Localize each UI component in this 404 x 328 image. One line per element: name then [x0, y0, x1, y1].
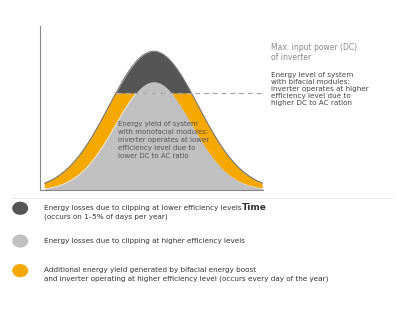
Text: Energy level of system
with bifacial modules:
inverter operates at higher
effici: Energy level of system with bifacial mod… — [271, 72, 368, 106]
Text: Max. input power (DC)
of inverter: Max. input power (DC) of inverter — [271, 43, 357, 62]
Text: Additional energy yield generated by bifacial energy boost
and inverter operatin: Additional energy yield generated by bif… — [44, 267, 329, 282]
Text: Time: Time — [242, 203, 267, 212]
Text: Energy yield of system
with monofacial modules:
inverter operates at lower
effic: Energy yield of system with monofacial m… — [118, 121, 209, 159]
Text: Energy losses due to clipping at higher efficiency levels: Energy losses due to clipping at higher … — [44, 238, 246, 244]
Text: Energy losses due to clipping at lower efficiency levels
(occurs on 1–5% of days: Energy losses due to clipping at lower e… — [44, 205, 242, 219]
